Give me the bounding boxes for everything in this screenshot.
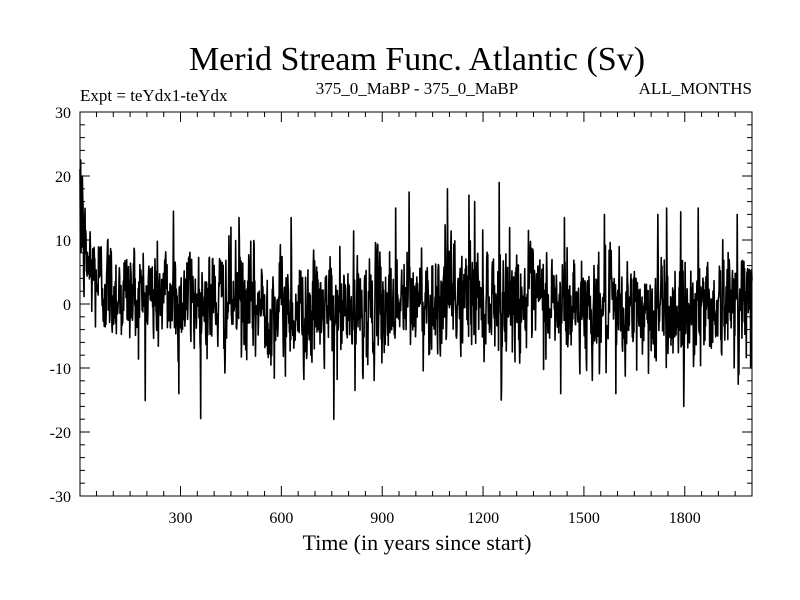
y-tick-label: -20: [50, 425, 71, 442]
axis-ticks: [80, 112, 752, 496]
x-tick-label: 300: [169, 510, 193, 527]
y-tick-label: 20: [55, 169, 71, 186]
y-tick-label: 10: [55, 233, 71, 250]
chart-subtitle-center: 375_0_MaBP - 375_0_MaBP: [316, 79, 518, 98]
y-tick-label: -30: [50, 489, 71, 506]
series-line: [79, 159, 753, 420]
chart-subtitle-left: Expt = teYdx1-teYdx: [80, 86, 228, 105]
y-tick-label: 0: [63, 297, 71, 314]
x-axis-label: Time (in years since start): [303, 530, 532, 555]
axis-tick-labels: 300 600 900 1200 1500 1800 -30 -20 -10 0 10 20 30: [50, 105, 701, 527]
chart-subtitle-right: ALL_MONTHS: [639, 79, 752, 98]
y-tick-label: -10: [50, 361, 71, 378]
x-tick-label: 600: [269, 510, 293, 527]
x-tick-label: 1500: [568, 510, 600, 527]
chart-title: Merid Stream Func. Atlantic (Sv): [189, 41, 645, 78]
x-tick-label: 1800: [669, 510, 701, 527]
x-tick-label: 1200: [467, 510, 499, 527]
x-tick-label: 900: [370, 510, 394, 527]
y-tick-label: 30: [55, 105, 71, 122]
